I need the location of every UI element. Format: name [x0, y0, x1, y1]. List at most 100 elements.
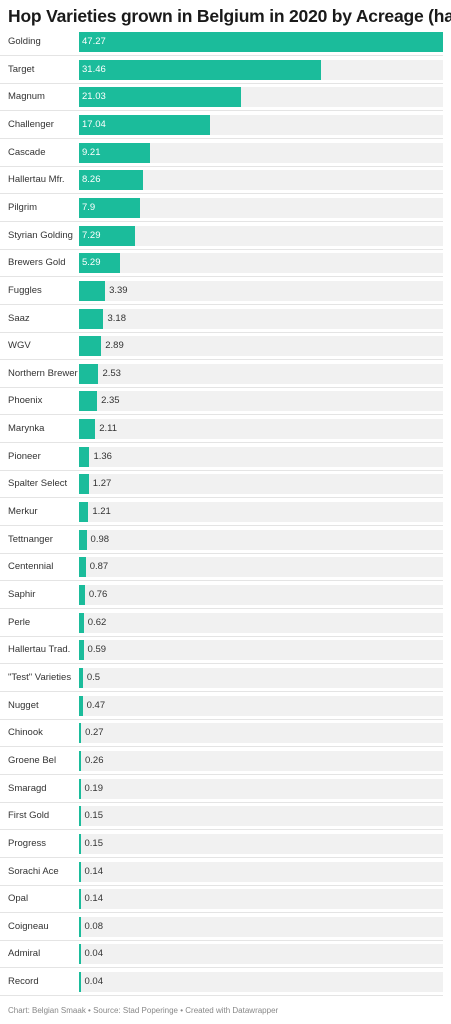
bar-row: Saphir 0.76 — [0, 585, 451, 612]
bar — [79, 114, 211, 135]
bar — [79, 529, 87, 550]
bar — [79, 502, 89, 523]
bar-row: Nugget 0.47 — [0, 695, 451, 723]
bar-row: Saaz 3.18 — [0, 308, 451, 336]
bar-track: 1.27 — [79, 474, 443, 495]
bar-row: Challenger 17.04 — [0, 114, 451, 142]
category-label: Hallertau Mfr. — [8, 174, 65, 186]
row-separator — [0, 635, 443, 637]
category-label: Sorachi Ace — [8, 865, 59, 877]
value-label: 31.46 — [82, 63, 106, 75]
category-label: Smaragd — [8, 782, 47, 794]
row-separator — [0, 248, 443, 250]
bar — [79, 391, 98, 412]
bar-row: Pilgrim 7.9 — [0, 197, 451, 225]
bar — [79, 861, 81, 882]
bar — [79, 889, 81, 910]
value-label: 0.27 — [85, 727, 104, 739]
category-label: Merkur — [8, 506, 38, 518]
bar-row: Admiral 0.04 — [0, 944, 451, 971]
bar-row: Phoenix 2.35 — [0, 391, 451, 418]
category-label: Hallertau Trad. — [8, 644, 71, 656]
bar-track: 1.21 — [79, 502, 443, 523]
row-separator — [0, 884, 443, 886]
bar — [79, 778, 81, 799]
row-separator — [0, 967, 443, 969]
category-label: Spalter Select — [8, 478, 68, 490]
row-separator — [0, 746, 443, 748]
bar-track: 2.89 — [79, 336, 443, 357]
row-separator — [0, 829, 443, 831]
row-separator — [0, 856, 443, 858]
bar-track: 2.11 — [79, 419, 443, 440]
bar-row: Spalter Select 1.27 — [0, 474, 451, 501]
row-separator — [0, 165, 443, 167]
row-separator — [0, 55, 443, 56]
row-separator — [0, 718, 443, 720]
category-label: Cascade — [8, 146, 46, 158]
value-label: 8.26 — [82, 174, 101, 186]
bar — [79, 695, 83, 716]
bar — [79, 916, 81, 937]
category-label: Progress — [8, 837, 47, 849]
row-separator — [0, 359, 443, 361]
row-separator — [0, 442, 443, 444]
bar-row: Merkur 1.21 — [0, 502, 451, 529]
category-label: Groene Bel — [8, 754, 57, 766]
bar-row: Record 0.04 — [0, 972, 451, 999]
bar-track: 0.04 — [79, 944, 443, 965]
bar — [79, 557, 86, 578]
value-label: 7.29 — [82, 229, 101, 241]
bar-track: 31.46 — [79, 59, 443, 80]
category-label: Perle — [8, 616, 31, 628]
row-separator — [0, 995, 443, 997]
bar-row: Styrian Golding 7.29 — [0, 225, 451, 253]
bar — [79, 197, 140, 218]
value-label: 3.39 — [109, 284, 128, 296]
category-label: Fuggles — [8, 284, 42, 296]
bar-row: Hallertau Trad. 0.59 — [0, 640, 451, 667]
value-label: 1.21 — [92, 506, 111, 518]
category-label: Challenger — [8, 118, 54, 130]
row-separator — [0, 276, 443, 278]
bar-row: First Gold 0.15 — [0, 806, 451, 833]
value-label: 47.27 — [82, 36, 106, 47]
bar-row: Golding 47.27 — [0, 32, 451, 59]
bar-row: WGV 2.89 — [0, 336, 451, 363]
row-separator — [0, 137, 443, 139]
value-label: 2.89 — [105, 340, 124, 352]
category-label: First Gold — [8, 810, 50, 822]
bar — [79, 253, 120, 274]
bar-row: Hallertau Mfr. 8.26 — [0, 170, 451, 197]
bar — [79, 640, 84, 661]
bar-row: Opal 0.14 — [0, 889, 451, 916]
bar — [79, 723, 82, 744]
bar — [79, 446, 90, 467]
category-label: "Test" Varieties — [8, 671, 72, 683]
bar-row: Perle 0.62 — [0, 612, 451, 640]
category-label: Brewers Gold — [8, 257, 66, 269]
bar-row: Coigneau 0.08 — [0, 916, 451, 944]
bar — [79, 32, 443, 52]
row-separator — [0, 469, 443, 471]
bar — [79, 612, 84, 633]
bar-track: 0.98 — [79, 529, 443, 550]
bar — [79, 750, 81, 771]
value-label: 0.08 — [84, 920, 104, 932]
bar — [79, 806, 81, 827]
bar-track: 8.26 — [79, 170, 443, 191]
value-label: 0.14 — [84, 865, 104, 877]
bar-track: 0.14 — [79, 861, 443, 882]
value-label: 17.04 — [82, 118, 106, 130]
category-label: Record — [8, 976, 39, 988]
value-label: 1.27 — [92, 478, 112, 490]
category-label: Chinook — [8, 727, 43, 739]
value-label: 0.5 — [86, 671, 101, 683]
bar-row: Tettnanger 0.98 — [0, 529, 451, 557]
bar-track: 7.9 — [79, 197, 443, 218]
bar-row: Brewers Gold 5.29 — [0, 253, 451, 280]
bar-row: Sorachi Ace 0.14 — [0, 861, 451, 889]
bar — [79, 170, 143, 191]
row-separator — [0, 801, 443, 803]
bar-track: 0.15 — [79, 806, 443, 827]
